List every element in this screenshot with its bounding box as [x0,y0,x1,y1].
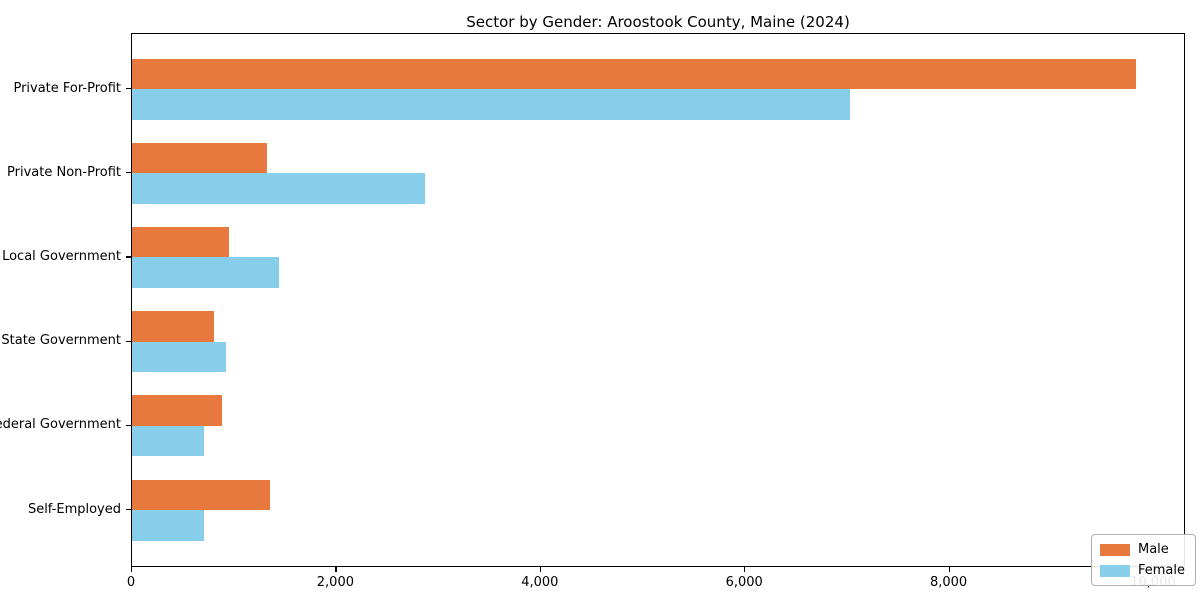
xtick-mark-3 [744,567,746,572]
ytick-mark-1 [126,172,131,174]
ytick-mark-5 [126,509,131,511]
xtick-label-4: 8,000 [929,575,968,590]
ytick-label-4: Federal Government [0,417,121,433]
ytick-label-0: Private For-Profit [13,80,121,96]
xtick-label-0: 0 [126,575,136,590]
bar-male-5 [132,479,270,510]
ytick-label-3: State Government [1,333,121,349]
bar-male-2 [132,226,230,258]
ytick-mark-2 [126,256,131,258]
legend-label-male: Male [1137,542,1169,557]
bar-male-0 [132,58,1136,89]
plot-area [131,33,1185,567]
male-swatch-icon [1099,543,1130,556]
ytick-mark-4 [126,424,131,426]
bar-male-1 [132,142,267,174]
ytick-mark-0 [126,88,131,90]
chart-title: Sector by Gender: Aroostook County, Main… [466,13,850,31]
xtick-label-3: 6,000 [725,575,763,590]
bar-female-1 [132,173,426,204]
legend-entry-male: Male [1099,542,1185,557]
bar-female-2 [132,257,280,288]
ytick-mark-3 [126,340,131,342]
bar-male-3 [132,311,214,342]
xtick-mark-1 [335,567,337,572]
legend-label-female: Female [1137,563,1185,578]
ytick-label-1: Private Non-Profit [7,164,121,180]
bar-female-4 [132,425,204,457]
ytick-label-2: Local Government [2,248,121,264]
xtick-label-1: 2,000 [316,575,354,590]
bar-female-3 [132,341,227,373]
legend: Male Female [1090,534,1196,586]
bar-female-5 [132,510,204,541]
female-swatch-icon [1099,564,1130,577]
legend-entry-female: Female [1099,563,1185,578]
xtick-mark-4 [948,567,950,572]
ytick-label-5: Self-Employed [27,501,121,517]
bar-male-4 [132,395,222,426]
xtick-mark-2 [539,567,541,572]
xtick-mark-0 [131,567,133,572]
bar-female-0 [132,89,851,120]
xtick-label-2: 4,000 [521,575,559,590]
